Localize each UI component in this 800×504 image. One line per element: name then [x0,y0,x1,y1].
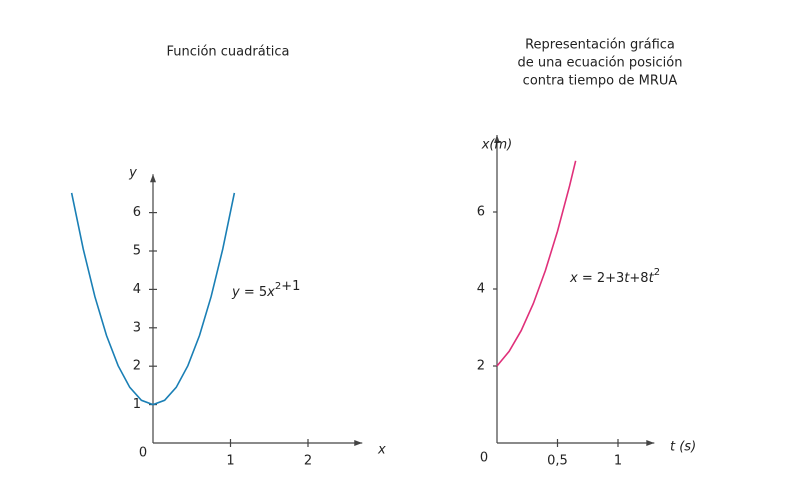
chart-title: Representación gráfica [525,38,675,53]
y-tick-label: 2 [477,359,485,374]
x-axis-arrow [646,440,655,446]
curve [496,160,577,367]
x-tick-label: 0,5 [547,454,568,469]
y-axis-arrow [150,174,156,183]
origin-label: 0 [139,446,147,461]
x-tick-label: 2 [304,454,312,469]
y-tick-label: 6 [477,205,485,220]
y-axis-arrow [494,135,500,143]
equation-part: t [624,271,630,286]
origin-label: 0 [480,451,488,466]
x-axis-label: t (s) [670,440,696,455]
equation-part: x [569,271,578,286]
x-tick-label: 1 [614,454,622,469]
y-axis-label: x(m) [481,138,513,153]
chart-title: Función cuadrática [166,45,289,60]
equation-part: = 2+3 [578,271,625,286]
x-tick-label: 1 [226,454,234,469]
equation-part: +8 [629,271,648,286]
y-tick-label: 6 [133,205,141,220]
equation-part: 2 [654,267,660,278]
chart-title: de una ecuación posición [518,56,683,71]
chart-title: contra tiempo de MRUA [523,74,678,89]
equation-part: 2 [275,281,281,292]
y-tick-label: 3 [133,320,141,335]
equation-part: y [231,285,240,300]
x-axis-arrow [354,440,363,446]
equation: y = 5x2+1 [231,279,300,300]
y-tick-label: 5 [133,244,141,259]
x-axis-label: x [377,443,386,458]
equation-part: x [266,285,275,300]
equation: x = 2+3t+8t2 [569,267,660,286]
equation-part: = 5 [240,285,267,300]
equation-part: t [649,271,655,286]
y-tick-label: 4 [477,282,485,297]
y-tick-label: 2 [133,359,141,374]
y-tick-label: 4 [133,282,141,297]
y-tick-label: 1 [133,397,141,412]
curve [70,192,236,406]
equation-part: +1 [281,279,300,294]
y-axis-label: y [128,166,137,181]
